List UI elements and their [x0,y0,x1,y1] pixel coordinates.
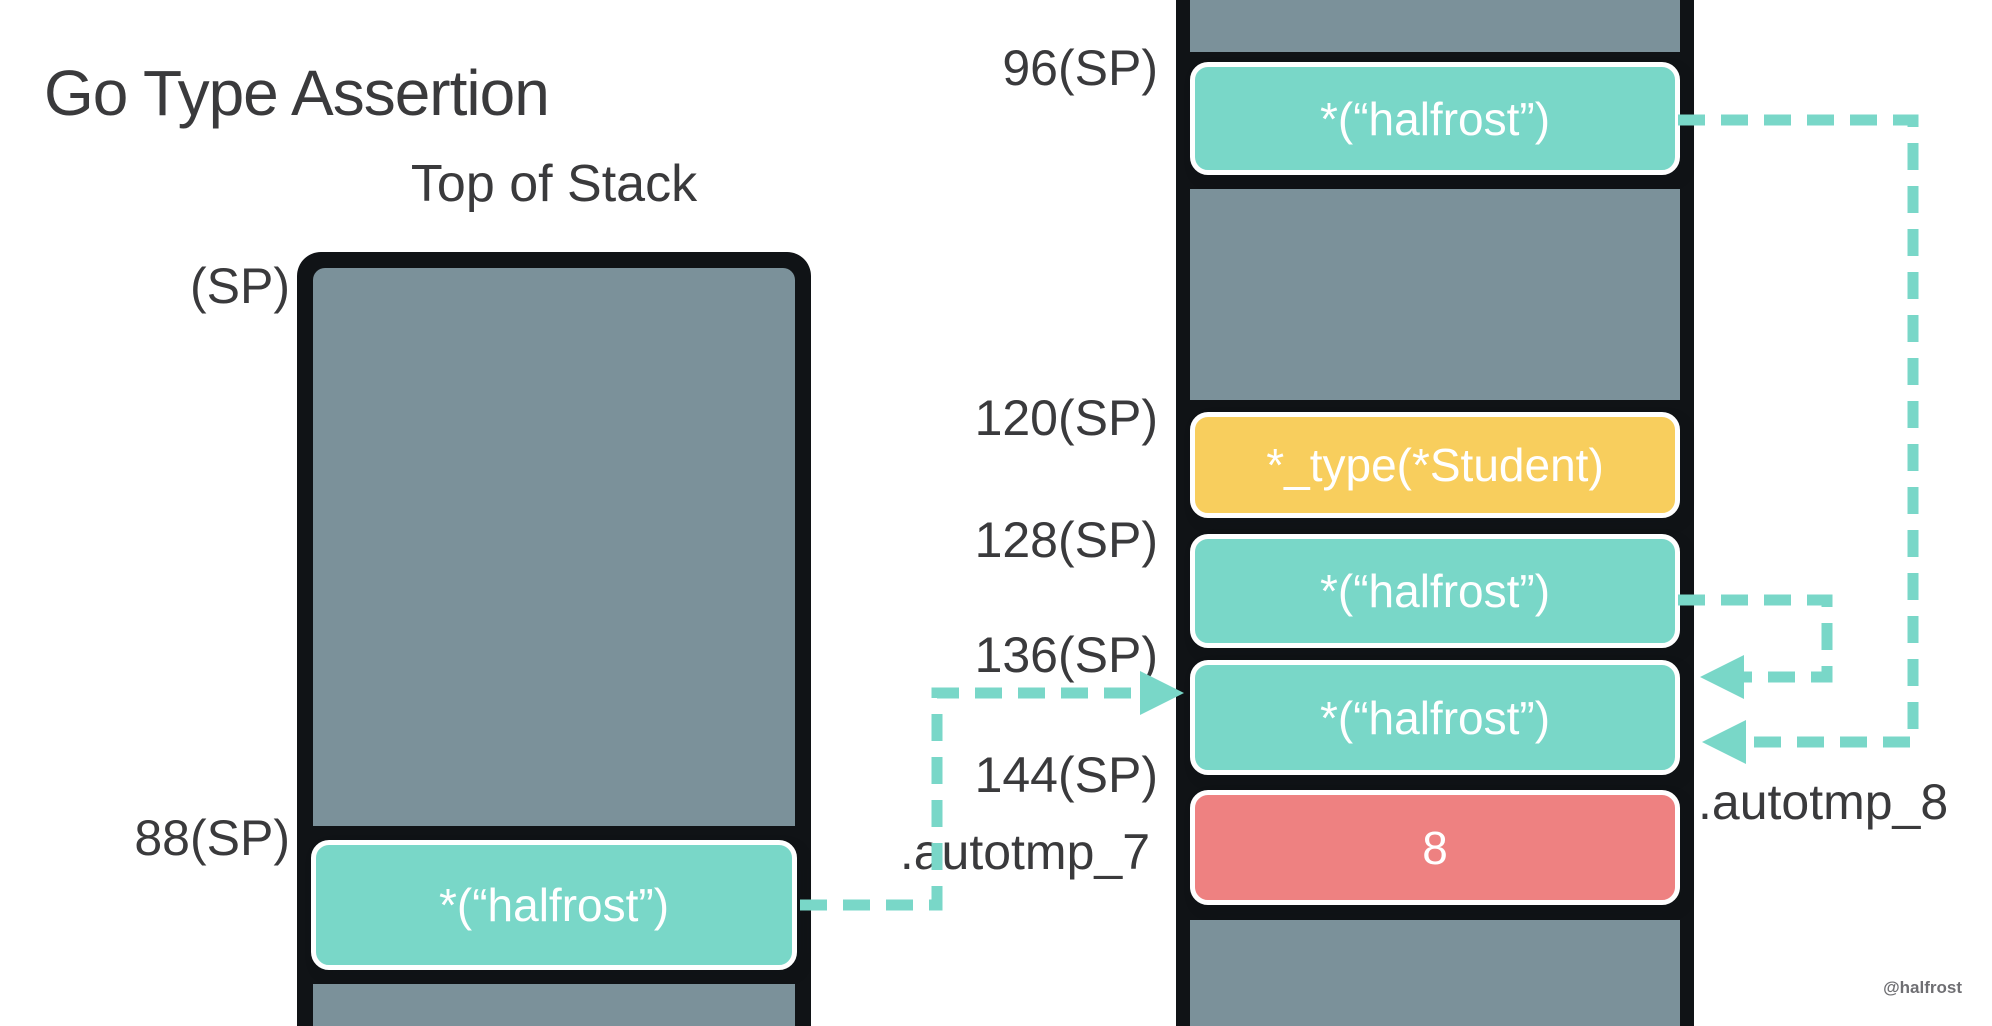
right-stack-cell-120sp-type-student: *_type(*Student) [1190,412,1680,518]
watermark: @halfrost [1883,978,1962,997]
right-stack-frame: *(“halfrost”) *_type(*Student) *(“halfro… [1176,0,1694,1026]
right-stack-empty-region-middle [1190,189,1680,400]
arrow-96sp-long-path [1678,114,1919,748]
addr-label-120sp: 120(SP) [974,390,1158,446]
right-stack-cell-96sp-halfrost-pointer: *(“halfrost”) [1190,62,1680,175]
right-stack-cell-128sp-halfrost-pointer: *(“halfrost”) [1190,534,1680,648]
autotmp7-label: .autotmp_7 [899,824,1150,880]
right-stack-empty-region-top [1190,0,1680,52]
right-stack-empty-region-bottom [1190,920,1680,1026]
right-stack-cell-144sp-length: 8 [1190,790,1680,905]
addr-label-128sp: 128(SP) [974,512,1158,568]
right-stack-cell-136sp-halfrost-pointer: *(“halfrost”) [1190,660,1680,775]
addr-label-88sp: 88(SP) [134,810,290,866]
left-stack-empty-region-bottom [313,984,795,1026]
page-title: Go Type Assertion [44,57,550,129]
arrow-128sp-loop-path [1678,594,1833,683]
left-stack-frame: *(“halfrost”) [297,252,811,1026]
addr-label-136sp: 136(SP) [974,627,1158,683]
arrow-96sp-head-icon [1702,720,1746,764]
autotmp8-label: .autotmp_8 [1698,774,1949,830]
arrow-128sp-head-icon [1700,655,1744,699]
addr-label-144sp: 144(SP) [974,747,1158,803]
addr-label-96sp: 96(SP) [1002,40,1158,96]
sp-address-label: (SP) [190,258,290,314]
left-stack-cell-88sp-halfrost-pointer: *(“halfrost”) [311,840,797,970]
top-of-stack-label: Top of Stack [410,155,698,213]
left-stack-empty-region-top [313,268,795,826]
